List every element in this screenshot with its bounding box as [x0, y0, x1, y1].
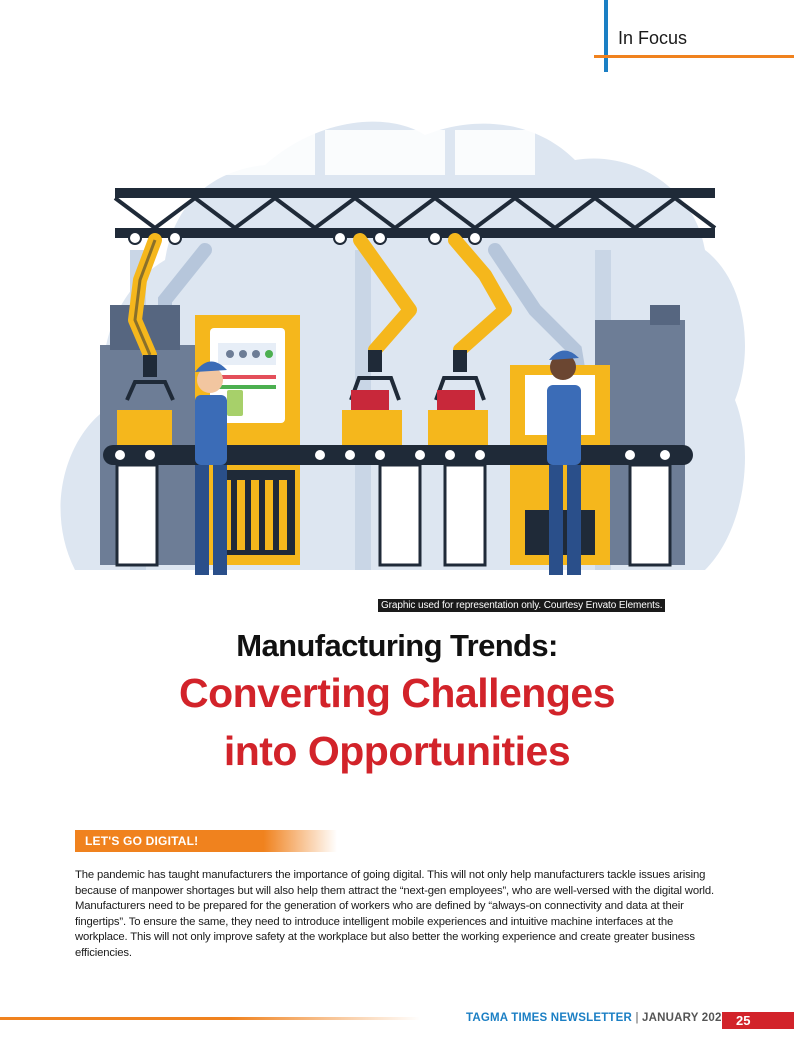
page-number: 25	[722, 1012, 794, 1029]
section-label: In Focus	[618, 28, 688, 48]
footer-publication: TAGMA TIMES NEWSLETTER	[466, 1012, 633, 1024]
article-title-line2: Converting Challenges	[178, 670, 616, 716]
footer-publication-line: TAGMA TIMES NEWSLETTER | JANUARY 2023	[466, 1012, 728, 1024]
article-title-line3: into Opportunities	[223, 728, 571, 774]
article-title-line1: Manufacturing Trends:	[236, 628, 558, 663]
section-underline	[594, 55, 794, 58]
factory-robot-assembly-illustration	[60, 121, 745, 575]
section-heading: LET'S GO DIGITAL!	[75, 830, 337, 852]
section-marker-bar	[604, 0, 608, 72]
footer-date: JANUARY 2023	[642, 1012, 729, 1024]
article-body: The pandemic has taught manufacturers th…	[75, 869, 715, 959]
footer-separator: |	[635, 1012, 639, 1024]
footer-rule	[0, 1017, 420, 1020]
illustration-credit: Graphic used for representation only. Co…	[378, 599, 666, 612]
